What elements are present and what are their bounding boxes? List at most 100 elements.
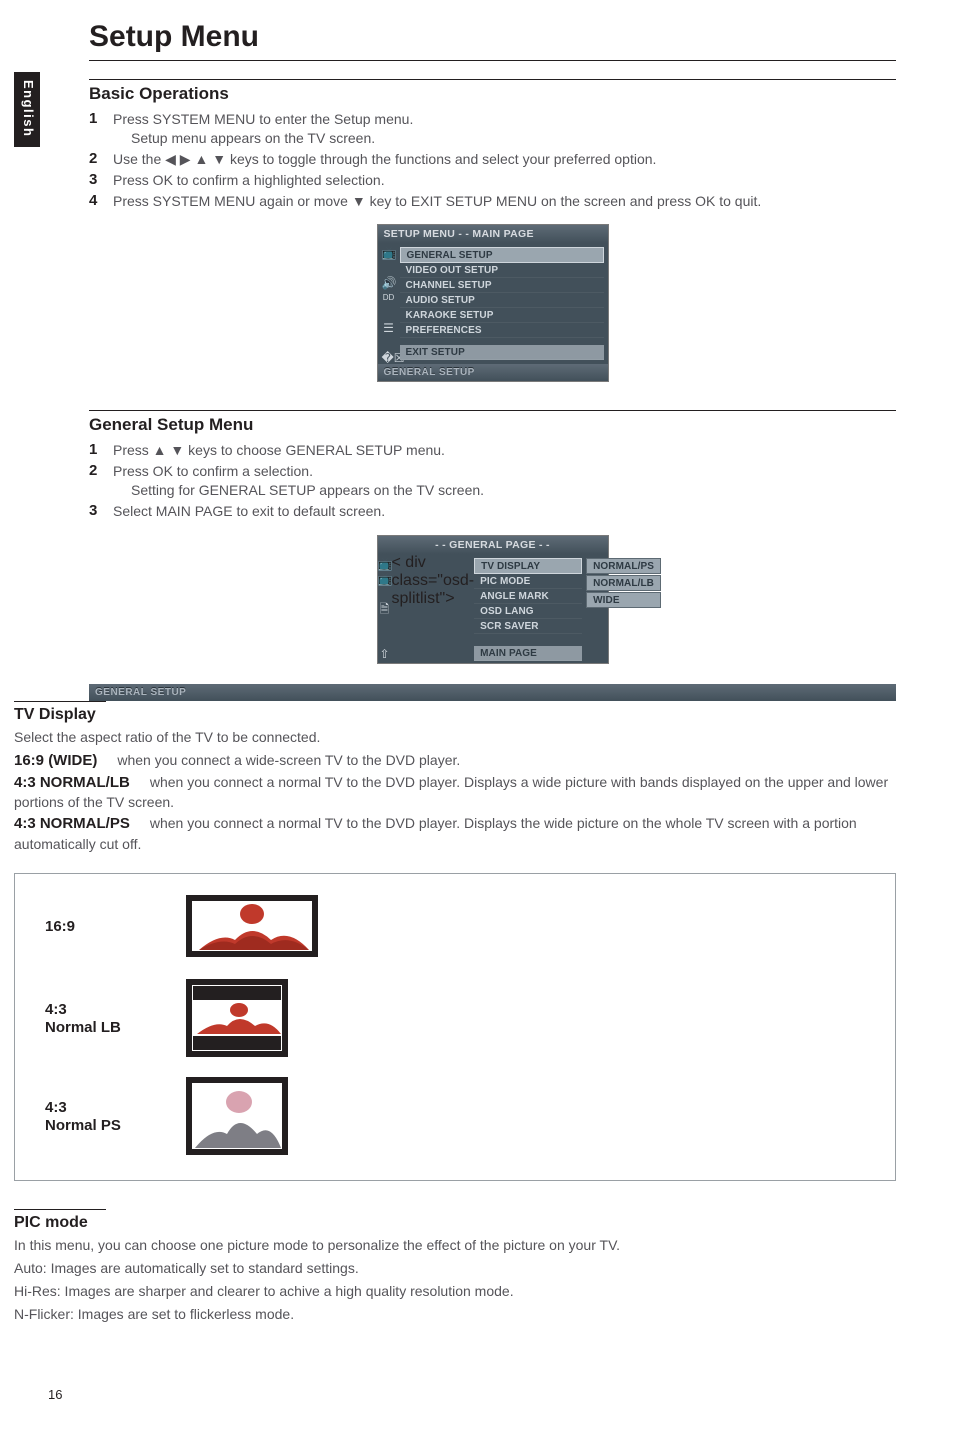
title-rule <box>89 60 896 61</box>
osd-exit-item: MAIN PAGE <box>474 646 582 661</box>
pic-para: Auto: Images are automatically set to st… <box>14 1259 896 1278</box>
step: 3 Select MAIN PAGE to exit to default sc… <box>89 502 896 521</box>
step-number: 2 <box>89 150 103 169</box>
osd-footer: GENERAL SETUP <box>89 684 896 701</box>
step-text: Select MAIN PAGE to exit to default scre… <box>113 502 385 521</box>
pic-para: N-Flicker: Images are set to flickerless… <box>14 1305 896 1324</box>
step: 2 Press OK to confirm a selection. Setti… <box>89 462 896 500</box>
osd-footer: GENERAL SETUP <box>378 364 608 381</box>
section-rule <box>89 410 896 411</box>
tv-169-icon <box>185 892 325 962</box>
spacer-icon <box>378 588 392 600</box>
step: 1 Press SYSTEM MENU to enter the Setup m… <box>89 110 896 148</box>
subsection-rule <box>14 1209 106 1210</box>
step: 2 Use the ◀ ▶ ▲ ▼ keys to toggle through… <box>89 150 896 169</box>
tv-display-intro: Select the aspect ratio of the TV to be … <box>14 728 896 747</box>
osd-left-list: TV DISPLAY PIC MODE ANGLE MARK OSD LANG … <box>474 554 582 663</box>
pic-para: Hi-Res: Images are sharper and clearer t… <box>14 1282 896 1301</box>
right-column: TV Display Select the aspect ratio of th… <box>14 701 896 1324</box>
step-number: 4 <box>89 192 103 211</box>
basic-steps: 1 Press SYSTEM MENU to enter the Setup m… <box>89 110 896 210</box>
osd-general-page: - - GENERAL PAGE - - 📺 📺 🗎 ⇧ < div class… <box>377 535 609 664</box>
step: 1 Press ▲ ▼ keys to choose GENERAL SETUP… <box>89 441 896 460</box>
osd-item: TV DISPLAY <box>474 558 582 574</box>
osd-item: KARAOKE SETUP <box>400 308 604 323</box>
spacer-icon <box>382 307 396 319</box>
osd-item: OSD LANG <box>474 604 582 619</box>
osd-item: WIDE <box>586 592 661 608</box>
osd-item: SCR SAVER <box>474 619 582 634</box>
option-desc: when you connect a normal TV to the DVD … <box>14 774 888 810</box>
general-steps: 1 Press ▲ ▼ keys to choose GENERAL SETUP… <box>89 441 896 521</box>
osd-header: SETUP MENU - - MAIN PAGE <box>378 225 608 243</box>
spacer-icon <box>382 262 396 274</box>
option-row: 4:3 NORMAL/LBwhen you connect a normal T… <box>14 773 896 812</box>
list-icon: ☰ <box>382 322 396 334</box>
option-name: 4:3 NORMAL/LB <box>14 774 130 791</box>
doc-icon: 🗎 <box>378 603 392 615</box>
step: 4 Press SYSTEM MENU again or move ▼ key … <box>89 192 896 211</box>
option-desc: when you connect a normal TV to the DVD … <box>14 815 857 851</box>
tv-43ps-icon <box>185 1076 295 1158</box>
osd-exit-item: EXIT SETUP <box>400 345 604 360</box>
tv-icon: 📺 <box>378 573 392 585</box>
step-text: Press ▲ ▼ keys to choose GENERAL SETUP m… <box>113 441 445 460</box>
step-number: 2 <box>89 462 103 500</box>
dd-icon: DD <box>382 292 396 304</box>
step-text: Press OK to confirm a highlighted select… <box>113 171 385 190</box>
osd-right-list: NORMAL/PS NORMAL/LB WIDE <box>582 554 665 663</box>
aspect-ratio-diagram: 16:9 4:3Normal LB <box>14 873 896 1181</box>
step-number: 3 <box>89 502 103 521</box>
osd-item: VIDEO OUT SETUP <box>400 263 604 278</box>
option-name: 16:9 (WIDE) <box>14 752 97 769</box>
step-text: Use the ◀ ▶ ▲ ▼ keys to toggle through t… <box>113 150 656 169</box>
option-desc: when you connect a wide-screen TV to the… <box>117 752 460 768</box>
pic-mode-title: PIC mode <box>14 1214 896 1232</box>
step-text: Press OK to confirm a selection. Setting… <box>113 462 484 500</box>
step-number: 1 <box>89 441 103 460</box>
option-row: 16:9 (WIDE) when you connect a wide-scree… <box>14 751 896 771</box>
language-tab: English <box>14 72 40 147</box>
step: 3 Press OK to confirm a highlighted sele… <box>89 171 896 190</box>
aspect-row-43lb: 4:3Normal LB <box>45 978 873 1060</box>
step-number: 1 <box>89 110 103 148</box>
step-text: Press SYSTEM MENU again or move ▼ key to… <box>113 192 761 211</box>
page-title: Setup Menu <box>89 20 896 54</box>
spacer-icon <box>382 337 396 349</box>
spacer-icon <box>378 618 392 630</box>
aspect-label: 16:9 <box>45 918 155 937</box>
basic-operations-title: Basic Operations <box>89 84 896 104</box>
subsection-rule <box>14 701 106 702</box>
aspect-row-43ps: 4:3Normal PS <box>45 1076 873 1158</box>
section-rule <box>89 79 896 80</box>
osd-list: GENERAL SETUP VIDEO OUT SETUP CHANNEL SE… <box>400 243 608 364</box>
speaker-icon: 🔊 <box>382 277 396 289</box>
aspect-label: 4:3Normal PS <box>45 1099 155 1137</box>
up-arrow-icon: ⇧ <box>378 648 392 660</box>
step-number: 3 <box>89 171 103 190</box>
option-row: 4:3 NORMAL/PSwhen you connect a normal T… <box>14 814 896 853</box>
osd-item: AUDIO SETUP <box>400 293 604 308</box>
option-name: 4:3 NORMAL/PS <box>14 815 130 832</box>
osd-item: CHANNEL SETUP <box>400 278 604 293</box>
osd-icon-column: 📺 📺 🗎 ⇧ <box>378 554 392 663</box>
osd-item: PREFERENCES <box>400 323 604 338</box>
step-text: Press SYSTEM MENU to enter the Setup men… <box>113 110 413 148</box>
tv-icon: 📺 <box>382 247 396 259</box>
aspect-label: 4:3Normal LB <box>45 1001 155 1039</box>
pic-para: In this menu, you can choose one picture… <box>14 1236 896 1255</box>
osd-main-menu: SETUP MENU - - MAIN PAGE 📺 🔊 DD ☰ �☒ GEN… <box>377 224 609 382</box>
osd-item: GENERAL SETUP <box>400 247 604 263</box>
osd-header: - - GENERAL PAGE - - <box>378 536 608 554</box>
osd-icon-column: 📺 🔊 DD ☰ �☒ <box>378 243 400 364</box>
aspect-row-169: 16:9 <box>45 892 873 962</box>
osd-item: NORMAL/PS <box>586 558 661 574</box>
osd-item: PIC MODE <box>474 574 582 589</box>
osd-item: NORMAL/LB <box>586 575 661 591</box>
left-column: Basic Operations 1 Press SYSTEM MENU to … <box>89 79 896 701</box>
tv-icon: 📺 <box>378 558 392 570</box>
tv-display-title: TV Display <box>14 706 896 724</box>
general-setup-title: General Setup Menu <box>89 415 896 435</box>
tv-43lb-icon <box>185 978 295 1060</box>
page-number: 16 <box>48 1387 62 1402</box>
